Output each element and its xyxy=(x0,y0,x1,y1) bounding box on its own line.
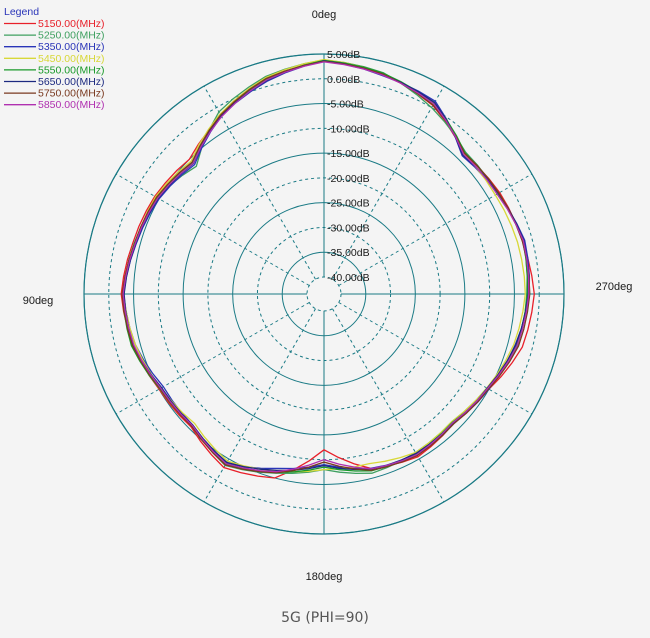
ring-label: 5.00dB xyxy=(327,49,360,61)
grid-spoke xyxy=(332,85,445,280)
series-line xyxy=(121,60,531,474)
series-line xyxy=(122,58,526,473)
ring-label: 0.00dB xyxy=(327,74,360,86)
legend-title: Legend xyxy=(4,6,39,18)
grid-spokes xyxy=(84,54,564,534)
ring-label: -5.00dB xyxy=(327,99,364,111)
ring-label: -10.00dB xyxy=(327,123,370,135)
legend-entry: 5850.00(MHz) xyxy=(38,99,105,111)
legend-entry: 5250.00(MHz) xyxy=(38,30,105,42)
legend-entry: 5750.00(MHz) xyxy=(38,88,105,100)
series-line xyxy=(120,60,535,479)
series-group xyxy=(120,58,535,479)
ring-label: -20.00dB xyxy=(327,173,370,185)
ring-label: -40.00dB xyxy=(327,272,370,284)
legend-entry: 5350.00(MHz) xyxy=(38,41,105,53)
ring-label: -15.00dB xyxy=(327,148,370,160)
ring-label: -30.00dB xyxy=(327,222,370,234)
grid-spoke xyxy=(115,173,310,286)
grid-spoke xyxy=(115,302,310,415)
chart-caption: 5G (PHI=90) xyxy=(281,610,369,626)
angle-label: 270deg xyxy=(596,281,633,293)
grid-spoke xyxy=(338,302,533,415)
grid-spoke xyxy=(203,85,316,280)
polar-chart: 5.00dB 0.00dB -5.00dB -10.00dB -15.00dB -20.0… xyxy=(4,6,633,583)
angle-labels: 0deg 90deg 180deg 270deg xyxy=(23,9,633,583)
ring-label: -25.00dB xyxy=(327,198,370,210)
grid-spoke xyxy=(332,308,445,503)
legend-entry: 5150.00(MHz) xyxy=(38,18,105,30)
grid-spoke xyxy=(338,173,533,286)
angle-label: 180deg xyxy=(306,571,343,583)
grid-spoke xyxy=(203,308,316,503)
legend-entry: 5550.00(MHz) xyxy=(38,64,105,76)
legend: Legend5150.00(MHz)5250.00(MHz)5350.00(MH… xyxy=(4,6,105,111)
ring-label: -35.00dB xyxy=(327,247,370,259)
angle-label: 0deg xyxy=(312,9,336,21)
series-line xyxy=(122,61,530,473)
ring-labels: 5.00dB 0.00dB -5.00dB -10.00dB -15.00dB -20.0… xyxy=(327,49,370,284)
angle-label: 90deg xyxy=(23,295,54,307)
legend-entry: 5450.00(MHz) xyxy=(38,53,105,65)
legend-entry: 5650.00(MHz) xyxy=(38,76,105,88)
